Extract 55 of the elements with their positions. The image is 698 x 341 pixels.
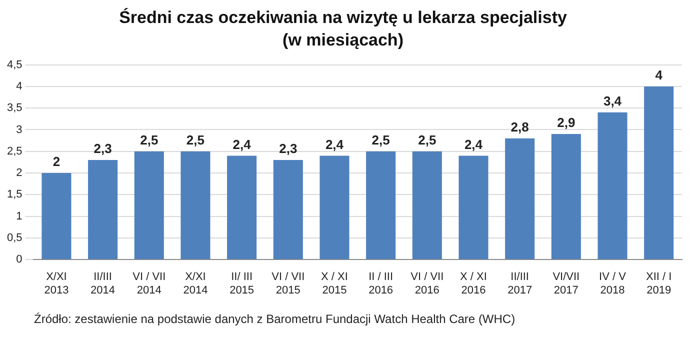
- bar: [42, 173, 72, 260]
- y-tick-label: 1: [16, 210, 22, 222]
- x-tick-label: X / XI 2016: [460, 271, 487, 296]
- x-tick-label: VI / VII 2014: [132, 271, 166, 296]
- data-label: 2,5: [140, 132, 158, 148]
- y-tick-label: 2: [16, 167, 22, 180]
- data-label: 2,5: [418, 132, 436, 148]
- text: Źródło: zestawienie na podstawie danych z Barometru Fundacji Watch Health Care (WHC): [34, 312, 516, 326]
- y-tick-label: 1,5: [6, 188, 22, 201]
- bar: [366, 151, 396, 260]
- bar: [88, 160, 118, 260]
- data-label: 3,4: [603, 93, 622, 108]
- x-tick-label: XII / I 2019: [646, 271, 672, 296]
- x-tick-label: II/ III 2015: [230, 271, 254, 296]
- x-tick-label: II/III 2017: [508, 271, 532, 296]
- bar: [227, 156, 257, 260]
- bar: [273, 160, 303, 260]
- bar: [505, 138, 535, 260]
- data-label: 4: [655, 68, 664, 83]
- data-label: 2,4: [464, 136, 484, 152]
- x-tick-label: X/XI 2014: [183, 271, 208, 296]
- bar: [412, 151, 442, 260]
- data-label: 2,4: [232, 136, 252, 152]
- y-tick-label: 4: [16, 80, 22, 92]
- data-label: 2,5: [372, 132, 390, 148]
- x-tick-label: X / XI 2015: [321, 271, 348, 296]
- data-label: 2,8: [510, 119, 529, 134]
- bar: [551, 134, 581, 260]
- y-tick-label: 3,5: [6, 102, 22, 114]
- bar: [180, 151, 210, 260]
- y-tick-label: 0: [16, 254, 22, 266]
- data-label: 2,3: [279, 141, 298, 156]
- x-tick-label: X/XI 2013: [44, 271, 69, 296]
- y-tick-label: 0,5: [6, 232, 22, 244]
- chart-subtitle: (w miesiącach): [282, 30, 404, 50]
- x-tick-label: II / III 2016: [368, 271, 394, 296]
- data-label: 2,9: [557, 115, 576, 130]
- x-tick-label: II/III 2014: [90, 271, 116, 296]
- data-label: 2,4: [325, 136, 344, 152]
- y-tick-label: 2,5: [6, 145, 22, 158]
- x-tick-label: IV / V 2018: [599, 271, 627, 296]
- y-tick-label: 3: [16, 124, 22, 136]
- x-tick-label: VI/VII 2017: [552, 271, 580, 296]
- bar: [134, 151, 164, 260]
- chart-title: Średni czas oczekiwania na wizytę u lekarza specjalisty: [119, 6, 568, 27]
- bar: [458, 156, 488, 260]
- x-tick-label: VI / VII 2015: [272, 271, 305, 296]
- data-label: 2,5: [186, 132, 205, 148]
- bar: [598, 112, 628, 260]
- y-tick-label: 4,5: [6, 58, 22, 71]
- x-tick-label: VI / VII 2016: [410, 271, 444, 296]
- data-label: 2: [52, 154, 60, 170]
- bar: [320, 156, 350, 260]
- data-label: 2,3: [94, 141, 112, 156]
- bar: [644, 86, 674, 260]
